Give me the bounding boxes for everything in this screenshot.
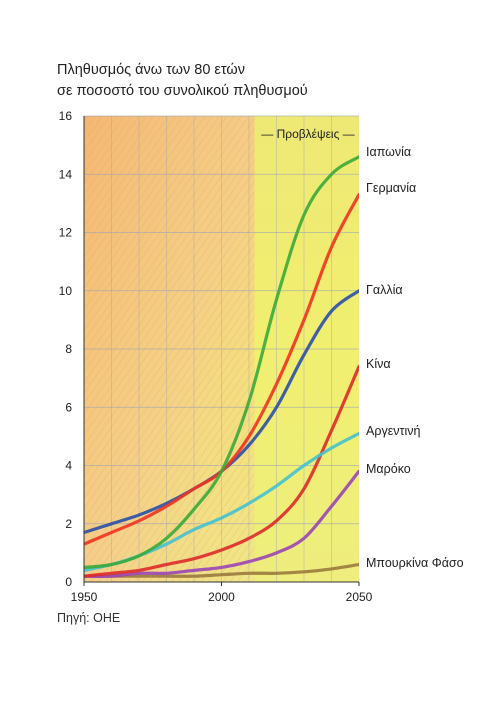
- y-tick-label: 16: [59, 109, 73, 123]
- y-tick-label: 0: [65, 575, 72, 589]
- series-label: Κίνα: [366, 357, 391, 371]
- y-tick-label: 8: [65, 342, 72, 356]
- chart-title-line-2: σε ποσοστό του συνολικού πληθυσμού: [57, 83, 308, 99]
- series-label: Γερμανία: [366, 181, 416, 195]
- y-tick-label: 12: [59, 226, 73, 240]
- series-line: [84, 155, 359, 569]
- series-line: [84, 364, 359, 578]
- series-label: Μαρόκο: [366, 462, 411, 476]
- y-tick-label: 2: [65, 517, 72, 531]
- series-line: [84, 562, 359, 578]
- y-tick-label: 6: [65, 400, 72, 414]
- series-label: Γαλλία: [366, 283, 403, 297]
- y-tick-label: 14: [59, 167, 73, 181]
- chart-title: Πληθυσμός άνω των 80 ετών σε ποσοστό του…: [57, 60, 308, 102]
- series-label: Ιαπωνία: [366, 145, 411, 159]
- chart-title-line-1: Πληθυσμός άνω των 80 ετών: [57, 62, 245, 78]
- series-line: [84, 469, 359, 579]
- x-tick-label: 1950: [71, 590, 98, 604]
- series-label: Μπουρκίνα Φάσο: [366, 556, 464, 570]
- series-label: Αργεντινή: [366, 424, 420, 438]
- y-tick-label: 4: [65, 459, 72, 473]
- projection-label: — Προβλέψεις —: [261, 127, 354, 141]
- x-tick-label: 2000: [208, 590, 235, 604]
- y-tick-label: 10: [59, 284, 73, 298]
- x-tick-label: 2050: [346, 590, 373, 604]
- source-note: Πηγή: ΟΗΕ: [57, 611, 121, 625]
